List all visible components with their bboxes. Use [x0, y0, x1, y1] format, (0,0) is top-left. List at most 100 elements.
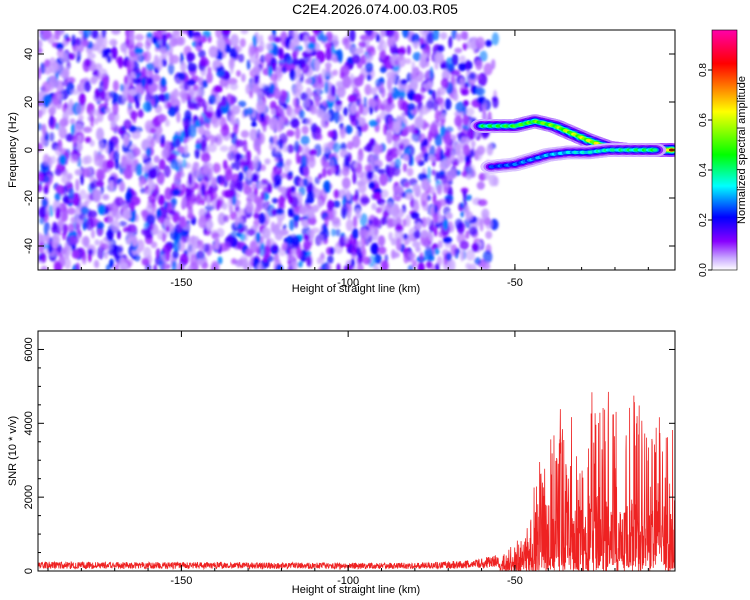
noise-blob — [325, 64, 331, 77]
noise-blob — [253, 212, 260, 220]
noise-blob — [170, 158, 179, 170]
noise-blob — [219, 145, 229, 152]
noise-blob — [134, 47, 144, 55]
noise-blob — [349, 102, 357, 115]
noise-blob — [459, 55, 466, 63]
noise-blob — [317, 198, 323, 209]
noise-blob — [387, 148, 393, 156]
noise-blob — [278, 197, 286, 206]
noise-blob — [67, 223, 75, 233]
noise-blob — [260, 164, 266, 172]
noise-blob — [304, 78, 313, 85]
noise-blob — [459, 240, 469, 250]
noise-blob — [362, 256, 371, 265]
noise-blob — [151, 36, 158, 44]
noise-blob — [109, 258, 114, 269]
noise-blob — [476, 145, 486, 156]
noise-blob — [290, 117, 300, 129]
noise-blob — [78, 30, 83, 35]
noise-blob — [269, 143, 274, 151]
noise-blob — [388, 231, 393, 241]
noise-blob — [145, 188, 151, 195]
noise-blob — [122, 209, 132, 220]
noise-blob — [458, 62, 467, 72]
noise-blob — [84, 58, 92, 68]
noise-blob — [479, 50, 488, 62]
noise-blob — [131, 130, 141, 140]
noise-blob — [354, 189, 359, 200]
noise-blob — [40, 135, 46, 146]
noise-blob — [130, 71, 136, 79]
noise-blob — [333, 110, 341, 124]
noise-blob — [324, 263, 332, 270]
noise-blob — [360, 235, 367, 248]
noise-blob — [98, 141, 105, 153]
noise-blob — [281, 242, 288, 251]
noise-blob — [60, 53, 68, 64]
noise-blob — [55, 163, 63, 177]
noise-blob — [440, 125, 446, 137]
noise-blob — [157, 229, 164, 240]
noise-blob — [368, 181, 376, 190]
noise-blob — [186, 52, 196, 62]
noise-blob — [42, 199, 49, 207]
noise-blob — [227, 196, 233, 209]
noise-blob — [359, 213, 368, 227]
noise-blob — [47, 81, 55, 92]
noise-blob — [258, 132, 265, 145]
noise-blob — [275, 161, 285, 169]
noise-blob — [341, 166, 350, 177]
noise-blob — [364, 84, 372, 96]
noise-blob — [377, 168, 386, 175]
noise-blob — [332, 200, 341, 209]
noise-blob — [204, 210, 211, 218]
noise-blob — [279, 229, 289, 236]
noise-blob — [59, 118, 69, 127]
noise-blob — [229, 47, 238, 59]
noise-blob — [307, 217, 317, 225]
noise-blob — [54, 30, 61, 41]
noise-blob — [249, 128, 258, 141]
noise-blob — [481, 208, 490, 220]
noise-blob — [44, 59, 51, 68]
noise-blob — [74, 169, 83, 176]
noise-blob — [229, 64, 234, 75]
noise-blob — [405, 214, 411, 227]
noise-blob — [314, 59, 321, 72]
noise-blob — [366, 170, 374, 180]
noise-blob — [206, 195, 211, 207]
noise-blob — [54, 261, 62, 270]
noise-blob — [354, 47, 364, 55]
noise-blob — [346, 141, 354, 150]
noise-blob — [132, 147, 141, 157]
noise-blob — [277, 117, 285, 129]
noise-blob — [233, 96, 238, 103]
noise-blob — [112, 80, 119, 92]
noise-blob — [138, 180, 144, 188]
noise-blob — [58, 154, 67, 166]
noise-blob — [379, 66, 387, 74]
noise-blob — [149, 127, 157, 134]
noise-blob — [75, 37, 82, 46]
noise-blob — [471, 242, 480, 253]
noise-blob — [436, 255, 443, 266]
noise-blob — [128, 89, 138, 96]
noise-blob — [157, 216, 165, 224]
noise-blob — [126, 59, 131, 73]
noise-blob — [254, 60, 259, 67]
noise-blob — [468, 72, 476, 80]
noise-blob — [386, 70, 396, 80]
noise-blob — [43, 243, 50, 250]
noise-blob — [462, 189, 467, 198]
noise-blob — [290, 30, 299, 38]
noise-blob — [160, 76, 166, 87]
noise-blob — [266, 182, 273, 194]
noise-blob — [246, 59, 251, 70]
noise-blob — [38, 172, 45, 182]
noise-blob — [434, 51, 444, 64]
noise-blob — [364, 30, 373, 37]
noise-blob — [421, 217, 428, 228]
noise-blob — [292, 87, 301, 98]
noise-blob — [303, 165, 310, 178]
noise-blob — [99, 89, 106, 101]
